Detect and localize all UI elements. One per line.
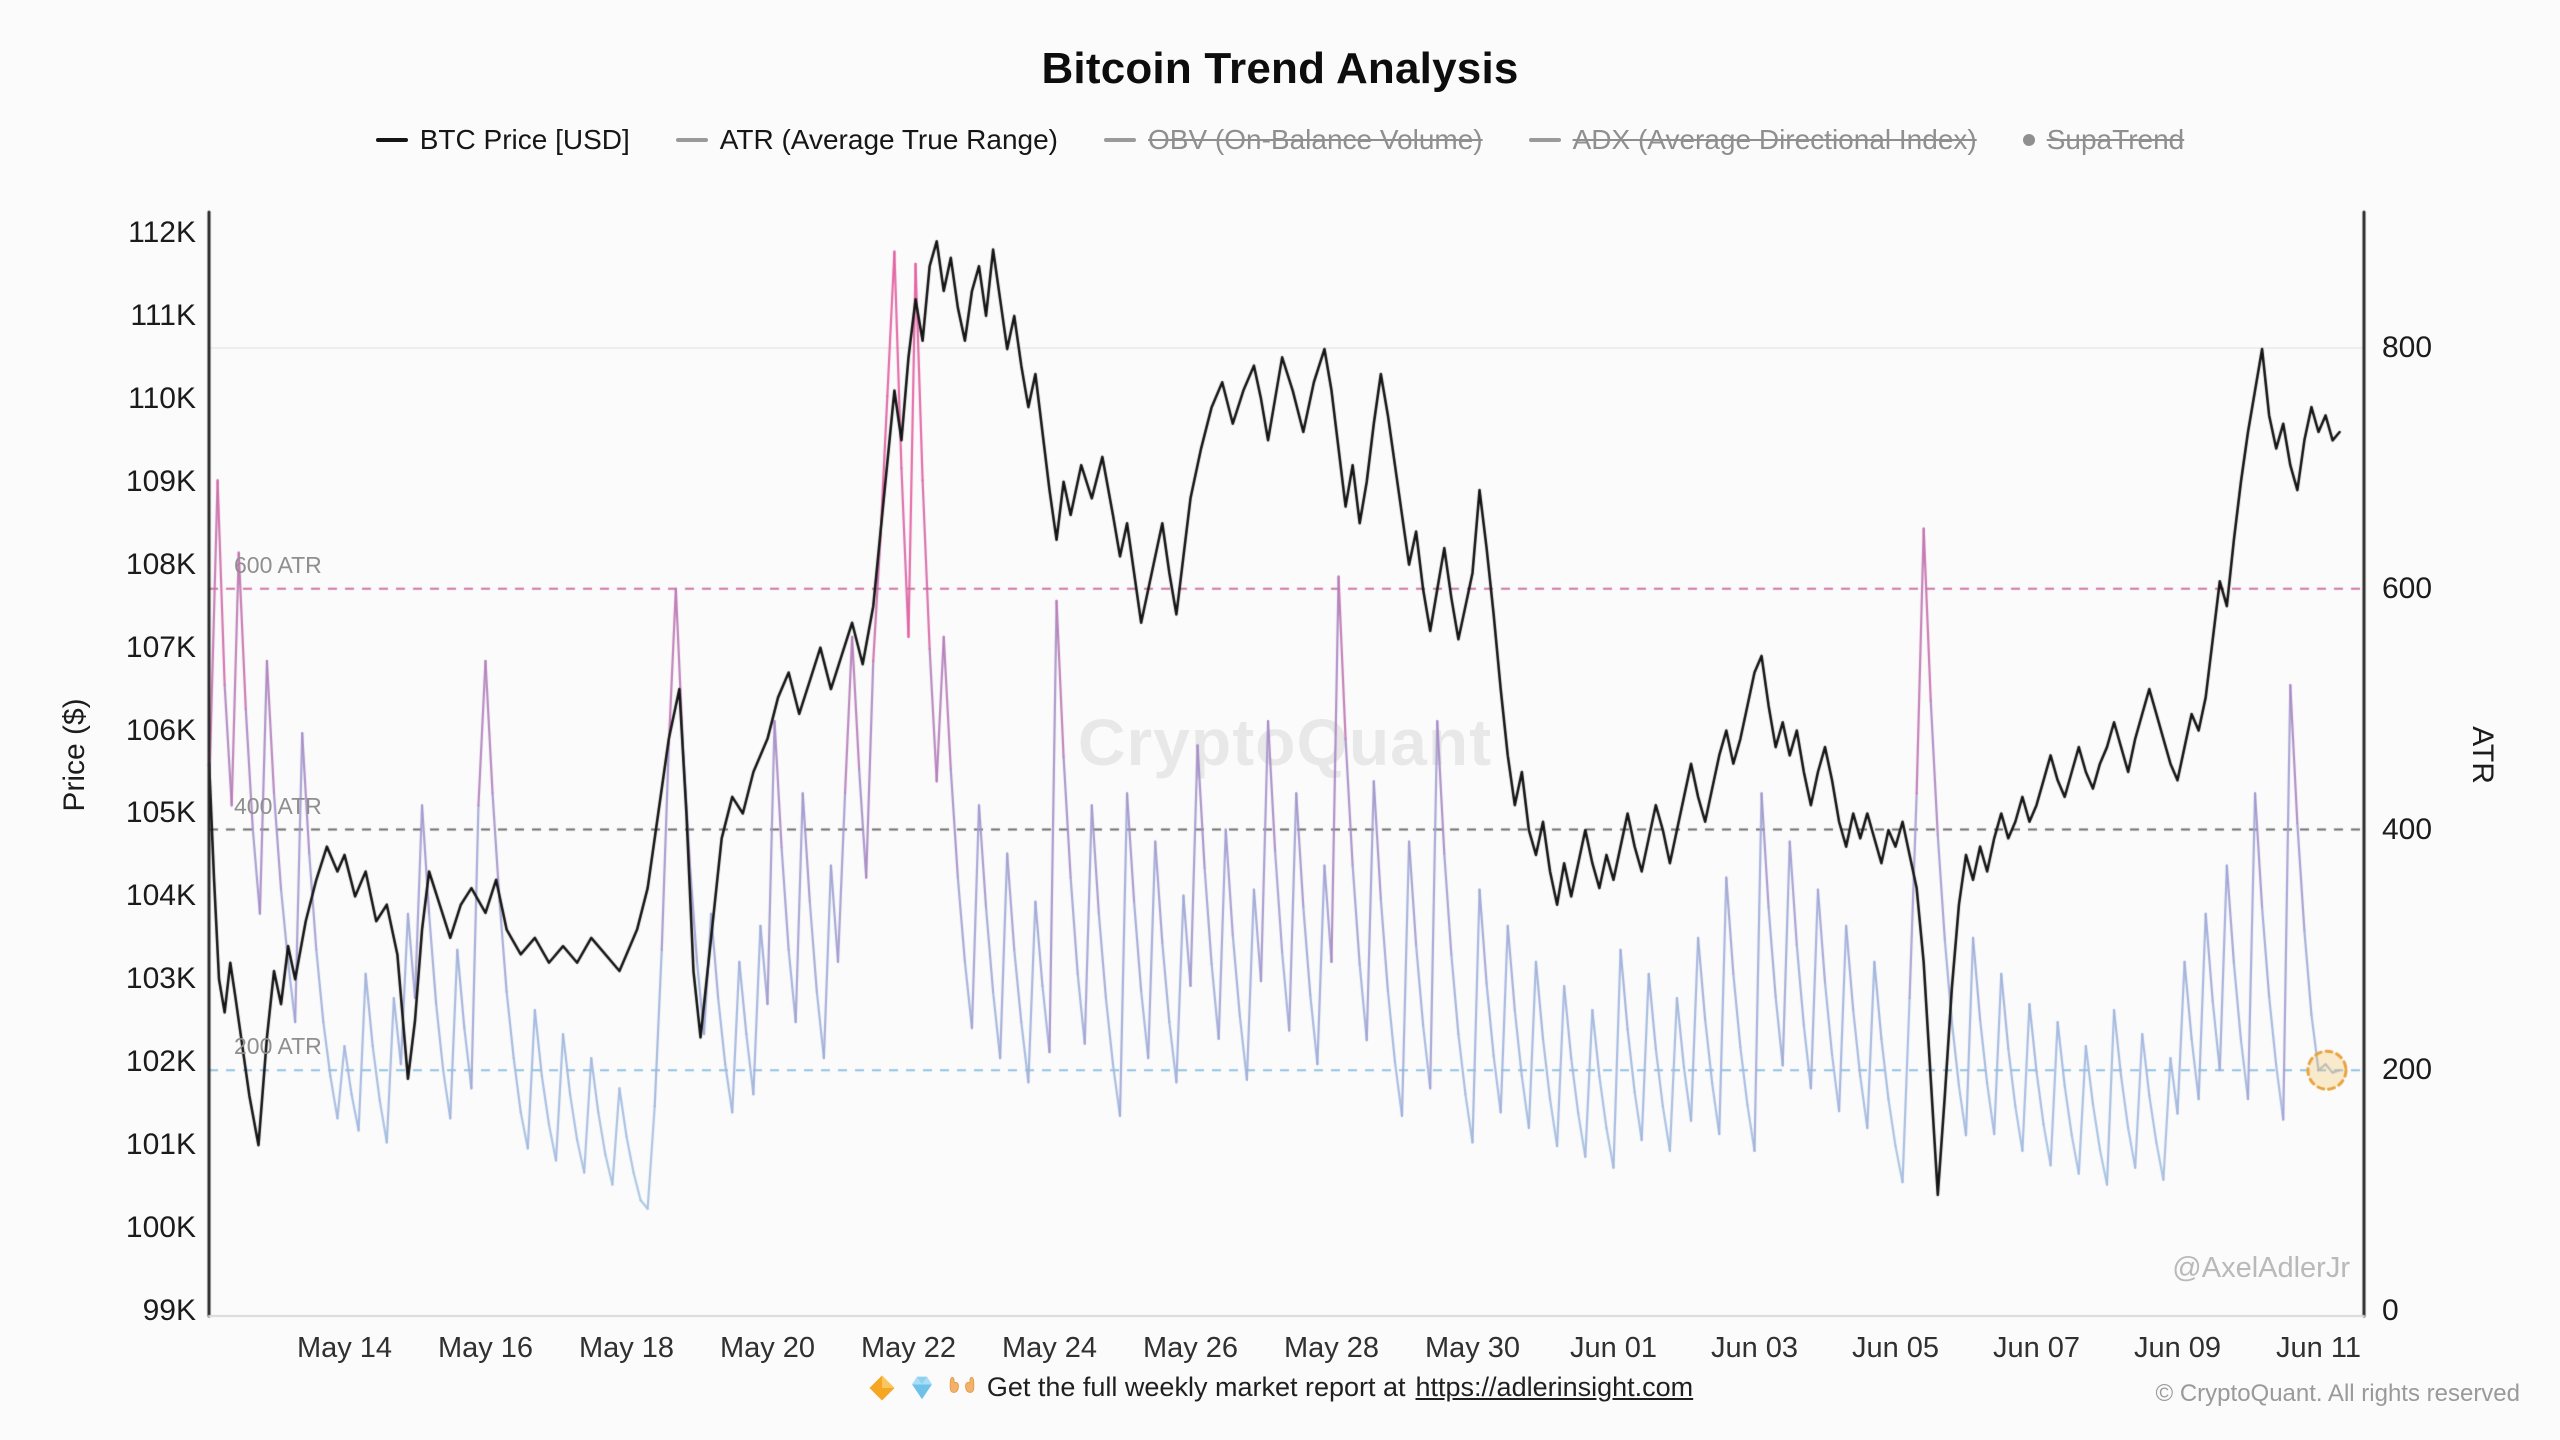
footer-report-banner: Get the full weekly market report at htt…: [0, 1372, 2560, 1403]
x-tick-label: Jun 11: [2276, 1332, 2361, 1364]
y-left-tick-label: 105K: [125, 796, 196, 830]
threshold-label: 400 ATR: [234, 792, 322, 819]
x-tick-label: May 24: [1001, 1332, 1098, 1364]
y-left-tick-label: 100K: [125, 1211, 196, 1245]
y-left-tick-label: 107K: [125, 630, 196, 664]
y-right-tick-label: 600: [2382, 571, 2433, 605]
y-left-tick-label: 104K: [125, 879, 196, 913]
diamond-emoji-icon: [867, 1373, 897, 1403]
y-left-tick-label: 112K: [128, 216, 196, 249]
raised-hands-emoji-icon: [947, 1373, 977, 1403]
footer-report-text: Get the full weekly market report at: [986, 1372, 1406, 1402]
copyright-text: © CryptoQuant. All rights reserved: [2155, 1380, 2521, 1407]
x-tick-label: May 14: [296, 1332, 393, 1364]
report-link[interactable]: https://adlerinsight.com: [1415, 1372, 1694, 1402]
x-tick-label: May 28: [1283, 1332, 1380, 1364]
y-left-tick-label: 99K: [142, 1294, 196, 1327]
y-left-tick-label: 110K: [128, 381, 196, 415]
threshold-label: 200 ATR: [234, 1033, 322, 1060]
x-tick-label: Jun 09: [2133, 1332, 2222, 1364]
y-left-tick-label: 101K: [125, 1128, 196, 1162]
gem-emoji-icon: [907, 1373, 937, 1403]
y-right-tick-label: 800: [2382, 331, 2433, 364]
x-tick-label: Jun 01: [1569, 1332, 1658, 1364]
x-tick-label: May 30: [1424, 1332, 1521, 1364]
x-tick-label: May 16: [437, 1332, 534, 1364]
y-left-tick-label: 109K: [125, 464, 196, 498]
y-left-tick-label: 106K: [125, 713, 196, 747]
x-tick-label: Jun 07: [1992, 1332, 2081, 1364]
y-left-tick-label: 108K: [125, 547, 196, 581]
x-tick-label: May 20: [719, 1332, 816, 1364]
x-tick-label: May 26: [1142, 1332, 1239, 1364]
x-tick-label: May 18: [578, 1332, 675, 1364]
x-tick-label: Jun 03: [1710, 1332, 1799, 1364]
y-right-tick-label: 0: [2382, 1294, 2399, 1327]
y-right-tick-label: 400: [2382, 812, 2433, 846]
y-left-tick-label: 111K: [130, 298, 196, 332]
author-credit: @AxelAdlerJr: [2172, 1252, 2350, 1284]
x-tick-label: Jun 05: [1851, 1332, 1940, 1364]
y-right-tick-label: 200: [2382, 1053, 2433, 1087]
y-left-tick-label: 103K: [125, 962, 196, 996]
y-left-tick-label: 102K: [125, 1045, 196, 1079]
x-tick-label: May 22: [860, 1332, 957, 1364]
threshold-label: 600 ATR: [234, 551, 322, 578]
